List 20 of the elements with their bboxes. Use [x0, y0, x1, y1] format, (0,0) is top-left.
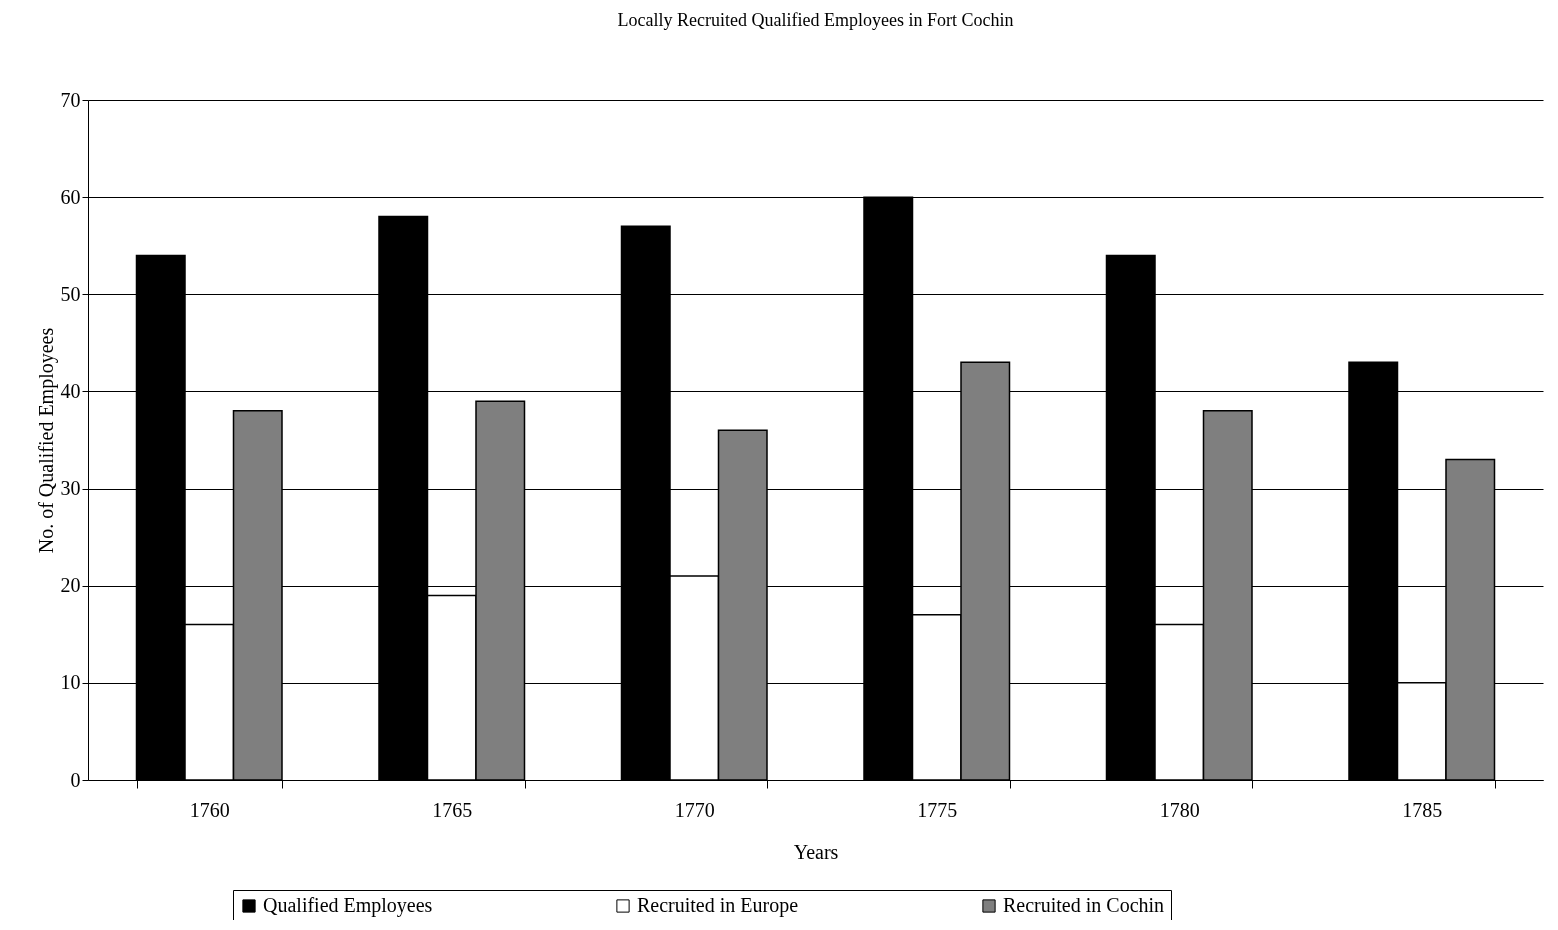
- y-tick-label: 10: [60, 671, 81, 694]
- x-tick-label: 1760: [189, 798, 230, 821]
- y-axis-title: No. of Qualified Employees: [34, 327, 58, 554]
- x-tick-label: 1765: [432, 798, 473, 821]
- y-tick-label: 0: [70, 768, 81, 791]
- x-tick-label: 1775: [917, 798, 958, 821]
- legend-label: Recruited in Cochin: [1003, 894, 1165, 916]
- y-tick-label: 20: [60, 574, 81, 597]
- x-tick-label: 1785: [1402, 798, 1443, 821]
- y-tick-label: 40: [60, 379, 81, 402]
- legend-label: Recruited in Europe: [637, 894, 799, 917]
- x-tick-label: 1780: [1159, 798, 1200, 821]
- x-axis-title: Years: [793, 840, 839, 863]
- legend-label: Qualified Employees: [263, 894, 433, 917]
- y-tick-label: 30: [60, 477, 81, 500]
- y-tick-label: 50: [60, 282, 81, 305]
- chart-title: Locally Recruited Qualified Employees in Fort Cochin: [617, 10, 1014, 30]
- x-tick-label: 1770: [674, 798, 715, 821]
- y-tick-label: 70: [60, 88, 81, 111]
- y-tick-label: 60: [60, 185, 81, 208]
